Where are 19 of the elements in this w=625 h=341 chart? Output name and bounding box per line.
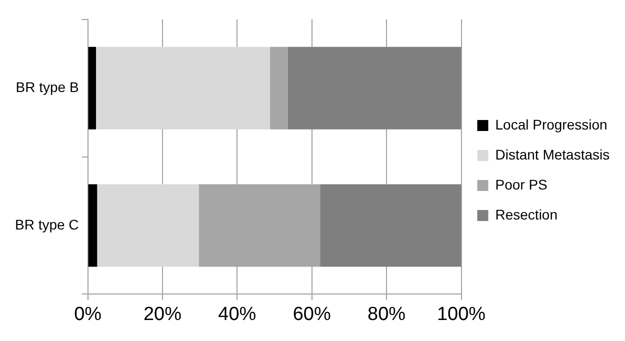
bar (88, 184, 98, 267)
bar (97, 184, 199, 267)
x-tick-label: 0% (74, 304, 102, 325)
legend-label: Local Progression (495, 116, 608, 132)
bar (288, 46, 462, 130)
x-tick-label: 80% (368, 304, 406, 325)
legend-label: Distant Metastasis (495, 146, 610, 162)
x-tick-label: 100% (436, 304, 486, 325)
x-tick-label: 20% (143, 304, 182, 325)
legend-label: Poor PS (495, 176, 548, 192)
bar (96, 46, 270, 130)
legend-label: Resection (495, 206, 558, 222)
y-tick-label: BR type C (14, 216, 79, 232)
bar (88, 46, 96, 130)
x-tick-label: 40% (218, 304, 256, 325)
bar (270, 46, 288, 130)
x-tick-label: 60% (292, 304, 331, 325)
bar (320, 184, 462, 267)
y-tick-label: BR type B (16, 78, 79, 95)
